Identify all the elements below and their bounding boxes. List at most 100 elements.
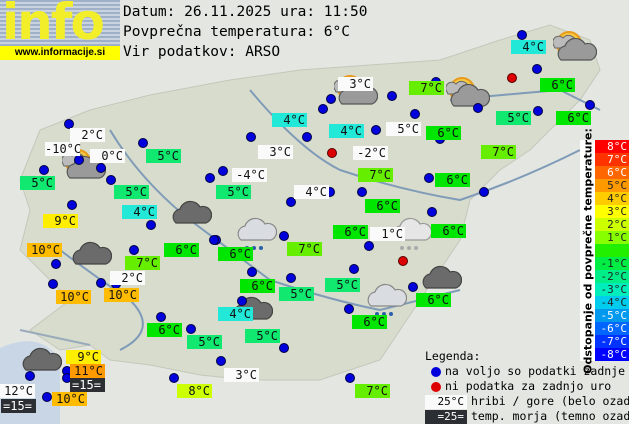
scale-cell: 8°C xyxy=(595,140,629,153)
red-dot-icon xyxy=(431,381,441,392)
station-dot[interactable] xyxy=(39,165,49,175)
temperature-label: 6°C xyxy=(240,279,275,293)
station-dot[interactable] xyxy=(96,278,106,288)
station-dot[interactable] xyxy=(279,231,289,241)
date-line: Datum: 26.11.2025 ura: 11:50 xyxy=(123,4,368,20)
station-dot[interactable] xyxy=(302,132,312,142)
station-dot[interactable] xyxy=(427,207,437,217)
station-dot[interactable] xyxy=(357,187,367,197)
missing-station-dot[interactable] xyxy=(507,73,517,83)
station-dot[interactable] xyxy=(64,119,74,129)
temperature-label: 7°C xyxy=(125,256,160,270)
logo[interactable]: info xyxy=(0,0,120,46)
station-dot[interactable] xyxy=(246,132,256,142)
station-dot[interactable] xyxy=(286,197,296,207)
cloudy-icon xyxy=(72,241,112,265)
temperature-label: 12°C xyxy=(0,384,35,398)
station-dot[interactable] xyxy=(585,100,595,110)
scale-title: Odstopanje od povprečne temperature: xyxy=(581,127,594,374)
station-dot[interactable] xyxy=(533,106,543,116)
station-dot[interactable] xyxy=(25,371,35,381)
legend-red: ni podatka za zadnjo uro xyxy=(425,379,611,394)
temperature-label: -2°C xyxy=(353,146,388,160)
temperature-label: 6°C xyxy=(147,323,182,337)
deviation-scale: Odstopanje od povprečne temperature: 8°C… xyxy=(580,128,629,373)
station-dot[interactable] xyxy=(349,264,359,274)
station-dot[interactable] xyxy=(318,104,328,114)
station-dot[interactable] xyxy=(408,282,418,292)
station-dot[interactable] xyxy=(517,30,527,40)
temperature-label: 5°C xyxy=(496,111,531,125)
cloudy-icon xyxy=(172,200,212,224)
station-dot[interactable] xyxy=(48,279,58,289)
scale-cell: -2°C xyxy=(595,270,629,283)
coastline xyxy=(19,329,91,346)
station-dot[interactable] xyxy=(51,259,61,269)
scale-cell: -4°C xyxy=(595,296,629,309)
station-dot[interactable] xyxy=(169,373,179,383)
station-dot[interactable] xyxy=(364,241,374,251)
station-dot[interactable] xyxy=(371,125,381,135)
station-dot[interactable] xyxy=(138,138,148,148)
temperature-label: 4°C xyxy=(329,124,364,138)
station-dot[interactable] xyxy=(209,235,219,245)
scale-cell: 4°C xyxy=(595,192,629,205)
sea-temperature-label: =15= xyxy=(70,378,105,392)
station-dot[interactable] xyxy=(216,356,226,366)
scale-cell: 3°C xyxy=(595,205,629,218)
temperature-label: 5°C xyxy=(146,149,181,163)
station-dot[interactable] xyxy=(424,173,434,183)
temperature-label: 6°C xyxy=(431,224,466,238)
station-dot[interactable] xyxy=(146,220,156,230)
scale-cell: 2°C xyxy=(595,218,629,231)
station-dot[interactable] xyxy=(74,155,84,165)
temperature-label: 9°C xyxy=(43,214,78,228)
site-url-link[interactable]: www.informacije.si xyxy=(0,46,120,60)
station-dot[interactable] xyxy=(156,312,166,322)
rain-icon xyxy=(237,217,277,250)
missing-station-dot[interactable] xyxy=(398,256,408,266)
station-dot[interactable] xyxy=(344,304,354,314)
temperature-label: 6°C xyxy=(416,293,451,307)
temperature-label: 4°C xyxy=(218,307,253,321)
scale-cell: -6°C xyxy=(595,322,629,335)
station-dot[interactable] xyxy=(186,324,196,334)
station-dot[interactable] xyxy=(205,173,215,183)
station-dot[interactable] xyxy=(237,296,247,306)
scale-cell: 5°C xyxy=(595,179,629,192)
station-dot[interactable] xyxy=(279,343,289,353)
temperature-label: 5°C xyxy=(386,122,421,136)
scale-cell: -3°C xyxy=(595,283,629,296)
station-dot[interactable] xyxy=(387,91,397,101)
station-dot[interactable] xyxy=(218,166,228,176)
hill-sample: 25°C xyxy=(425,394,467,409)
partly-cloudy-icon xyxy=(446,77,490,107)
station-dot[interactable] xyxy=(247,267,257,277)
temperature-label: 1°C xyxy=(370,227,405,241)
station-dot[interactable] xyxy=(67,200,77,210)
station-dot[interactable] xyxy=(286,273,296,283)
station-dot[interactable] xyxy=(473,103,483,113)
station-dot[interactable] xyxy=(345,373,355,383)
station-dot[interactable] xyxy=(106,175,116,185)
temperature-label: 4°C xyxy=(511,40,546,54)
scale-cell: 6°C xyxy=(595,166,629,179)
station-dot[interactable] xyxy=(42,392,52,402)
temperature-label: 6°C xyxy=(164,243,199,257)
temperature-label: 8°C xyxy=(177,384,212,398)
temperature-label: 9°C xyxy=(66,350,101,364)
station-dot[interactable] xyxy=(96,163,106,173)
station-dot[interactable] xyxy=(532,64,542,74)
partly-cloudy-icon xyxy=(553,31,597,61)
temperature-label: 10°C xyxy=(27,243,62,257)
station-dot[interactable] xyxy=(129,245,139,255)
station-dot[interactable] xyxy=(326,94,336,104)
temperature-label: 5°C xyxy=(216,185,251,199)
cloudy-icon xyxy=(422,265,462,289)
scale-cell: -7°C xyxy=(595,335,629,348)
station-dot[interactable] xyxy=(410,109,420,119)
data-source: Vir podatkov: ARSO xyxy=(123,44,281,60)
temperature-label: 4°C xyxy=(294,185,329,199)
station-dot[interactable] xyxy=(479,187,489,197)
missing-station-dot[interactable] xyxy=(327,148,337,158)
